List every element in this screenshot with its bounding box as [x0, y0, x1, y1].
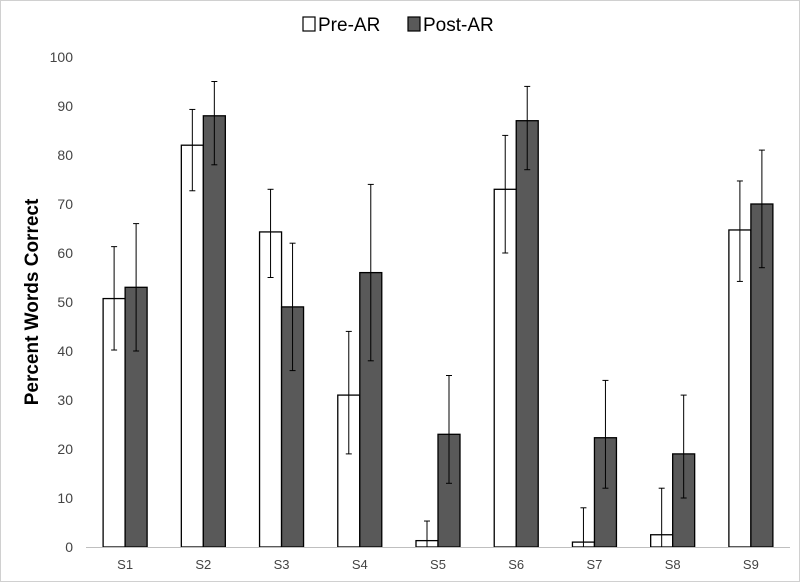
error-bars: [111, 81, 765, 548]
x-tick-label: S3: [274, 557, 290, 572]
error-bar-pre-ar-s7: [580, 507, 587, 548]
legend-swatch-pre-ar: [302, 16, 316, 32]
error-bar-pre-ar-s1: [111, 246, 118, 351]
error-bar-post-ar-s2: [211, 81, 218, 166]
y-tick-label: 50: [57, 294, 73, 310]
bar-post-ar-s2: [202, 115, 226, 548]
error-bar-post-ar-s8: [680, 394, 687, 499]
legend-swatch-post-ar: [407, 16, 421, 32]
error-bar-pre-ar-s3: [267, 188, 274, 278]
error-bar-post-ar-s7: [602, 379, 609, 489]
bar-pre-ar-s2: [180, 144, 204, 548]
bar-post-ar-s6: [515, 120, 539, 548]
x-tick-label: S2: [195, 557, 211, 572]
x-axis: S1 S2 S3 S4 S5 S6 S7 S8 S9: [117, 557, 759, 572]
y-tick-label: 0: [65, 539, 73, 555]
y-tick-label: 90: [57, 98, 73, 114]
y-tick-label: 60: [57, 245, 73, 261]
x-tick-label: S4: [352, 557, 368, 572]
y-tick-label: 10: [57, 490, 73, 506]
error-bar-post-ar-s3: [289, 242, 296, 372]
error-bar-pre-ar-s4: [345, 330, 352, 455]
bar-pre-ar-s3: [258, 231, 283, 548]
y-tick-label: 80: [57, 147, 73, 163]
error-bar-post-ar-s9: [758, 149, 765, 269]
y-tick-label: 70: [57, 196, 73, 212]
y-axis: 0 10 20 30 40 50 60 70 80 90 100: [50, 49, 74, 555]
error-bar-post-ar-s4: [367, 183, 374, 362]
x-tick-label: S8: [665, 557, 681, 572]
error-bar-post-ar-s1: [133, 223, 140, 352]
legend: Pre-AR Post-AR: [302, 15, 494, 36]
error-bar-pre-ar-s6: [502, 134, 509, 254]
y-tick-label: 40: [57, 343, 73, 359]
x-tick-label: S6: [508, 557, 524, 572]
error-bar-pre-ar-s2: [189, 108, 196, 192]
legend-label-pre-ar: Pre-AR: [318, 15, 380, 36]
x-tick-label: S7: [586, 557, 602, 572]
error-bar-pre-ar-s9: [736, 180, 743, 282]
x-tick-label: S9: [743, 557, 759, 572]
x-tick-label: S5: [430, 557, 446, 572]
y-tick-label: 30: [57, 392, 73, 408]
legend-label-post-ar: Post-AR: [423, 15, 494, 36]
error-bar-post-ar-s5: [446, 375, 452, 484]
error-bar-post-ar-s6: [524, 85, 531, 171]
x-tick-label: S1: [117, 557, 133, 572]
y-tick-label: 100: [50, 49, 74, 65]
bars: [102, 115, 774, 548]
y-tick-label: 20: [57, 441, 73, 457]
y-axis-label: Percent Words Correct: [22, 198, 43, 405]
